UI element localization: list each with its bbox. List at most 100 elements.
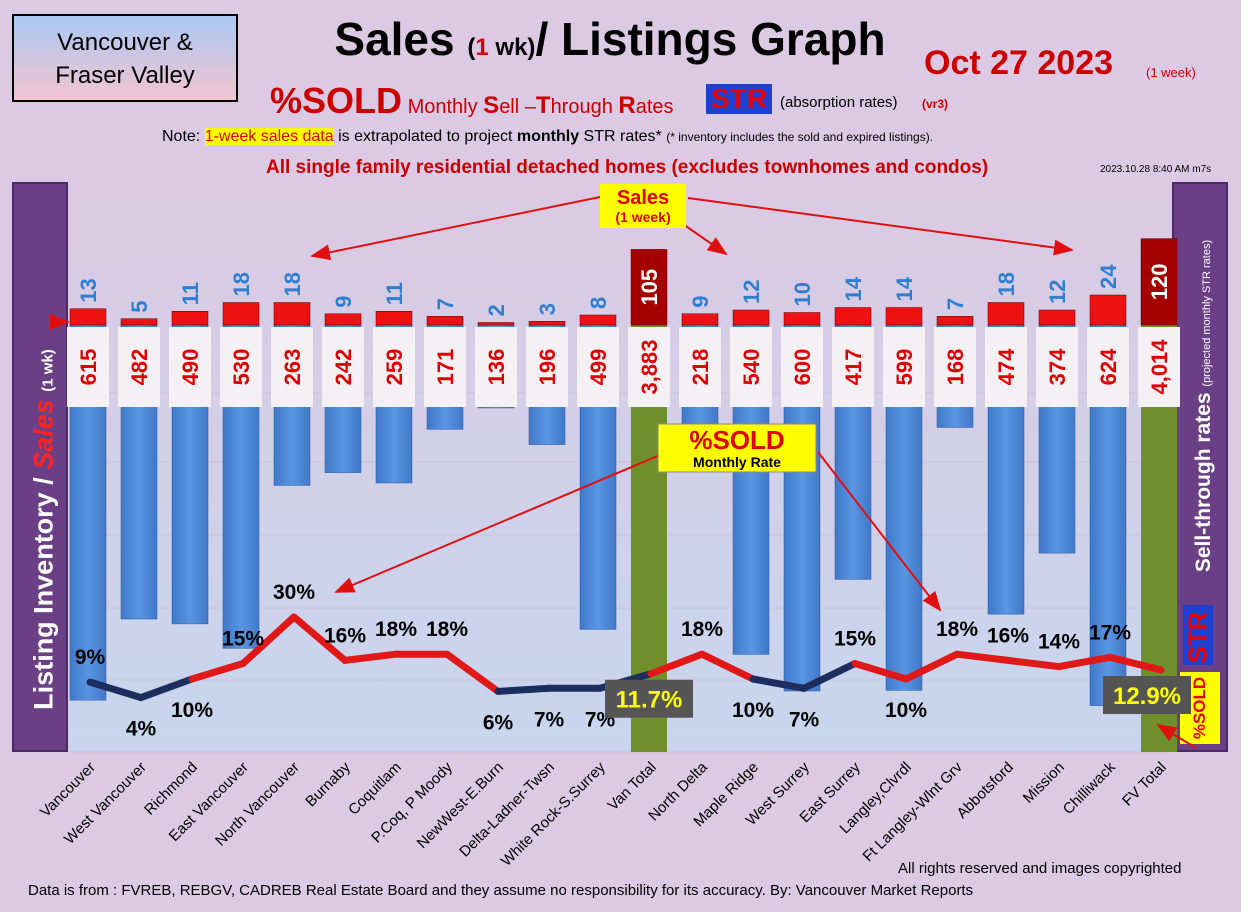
sales-bar bbox=[171, 311, 209, 326]
sales-value-label: 12 bbox=[739, 280, 764, 304]
title-sales: Sales bbox=[334, 13, 468, 65]
inventory-label-box bbox=[373, 327, 415, 407]
rate-line-segment bbox=[494, 684, 553, 695]
sales-bar bbox=[987, 302, 1025, 326]
rate-value-label: 14% bbox=[1038, 631, 1080, 654]
sales-value-label: 24 bbox=[1096, 264, 1121, 289]
category-label: Burnaby bbox=[302, 758, 354, 810]
rate-value-label: 16% bbox=[987, 624, 1029, 647]
timestamp: 2023.10.28 8:40 AM m7s bbox=[1100, 164, 1212, 175]
rate-value-label: 18% bbox=[426, 618, 468, 641]
sold-callout-sub: Monthly Rate bbox=[693, 454, 781, 470]
sales-value-label: 13 bbox=[76, 278, 101, 302]
inventory-label-box bbox=[934, 327, 976, 407]
sales-value-label: 8 bbox=[586, 297, 611, 309]
inventory-label-box bbox=[883, 327, 925, 407]
rate-total-box bbox=[1103, 676, 1191, 715]
rate-line-segment bbox=[1055, 653, 1114, 671]
sales-bar bbox=[783, 312, 821, 326]
category-label: Mission bbox=[1020, 759, 1068, 807]
rate-value-label: 10% bbox=[885, 699, 927, 722]
inventory-value-label: 600 bbox=[790, 349, 815, 386]
sales-callout-sub: (1 week) bbox=[615, 209, 670, 225]
version-label: (vr3) bbox=[922, 97, 949, 111]
rate-value-label: 10% bbox=[732, 699, 774, 722]
rate-value-label: 18% bbox=[681, 618, 723, 641]
note-highlight: 1-week sales data bbox=[204, 128, 334, 145]
sales-value-label: 105 bbox=[637, 269, 662, 306]
sold-arrow-total bbox=[1156, 723, 1197, 749]
sales-value-label: 9 bbox=[331, 296, 356, 308]
sales-bar bbox=[528, 321, 566, 326]
sold-arrow-right bbox=[817, 451, 942, 612]
sales-bar bbox=[222, 302, 260, 326]
sales-value-label: 14 bbox=[892, 276, 917, 301]
category-label: FV Total bbox=[1119, 759, 1170, 810]
sales-value-label: 18 bbox=[994, 272, 1019, 296]
inventory-label-box bbox=[271, 327, 313, 407]
inventory-label-box bbox=[730, 327, 772, 407]
category-label: NewWest-E.Burn bbox=[414, 759, 507, 852]
sales-value-label: 5 bbox=[127, 301, 152, 313]
sales-bar bbox=[324, 313, 362, 326]
sales-arrow-mid bbox=[679, 221, 728, 256]
inventory-value-label: 196 bbox=[535, 349, 560, 386]
copyright-note: All rights reserved and images copyright… bbox=[898, 860, 1182, 877]
rate-line-segment bbox=[443, 650, 502, 695]
note-b: is extrapolated to project bbox=[333, 128, 517, 145]
rate-value-label: 17% bbox=[1089, 621, 1131, 644]
title-paren-open: ( bbox=[467, 34, 476, 61]
inventory-label-box bbox=[169, 327, 211, 407]
left-axis-panel: Listing Inventory / Sales (1 wk) bbox=[12, 182, 68, 752]
sales-bar bbox=[273, 302, 311, 326]
inventory-value-label: 615 bbox=[76, 349, 101, 386]
sales-bar bbox=[426, 316, 464, 326]
sales-bars bbox=[69, 238, 1178, 326]
rate-value-label: 10% bbox=[171, 699, 213, 722]
inventory-label-box bbox=[1087, 327, 1129, 407]
rate-total-label: 12.9% bbox=[1113, 683, 1181, 710]
inventory-label-box bbox=[985, 327, 1027, 407]
rate-line-segment bbox=[290, 613, 349, 664]
sales-bar bbox=[1140, 238, 1178, 326]
rate-line bbox=[86, 613, 1165, 702]
report-date: Oct 27 2023 bbox=[924, 44, 1114, 82]
source-note: Data is from : FVREB, REBGV, CADREB Real… bbox=[28, 882, 974, 899]
sales-value-label: 3 bbox=[535, 303, 560, 315]
absorption-label: (absorption rates) bbox=[780, 94, 898, 111]
sales-value-label: 10 bbox=[790, 282, 815, 306]
sales-bar bbox=[936, 316, 974, 326]
subtitle-m2: ell – bbox=[499, 96, 536, 118]
inventory-label-box bbox=[679, 327, 721, 407]
note-small: (* inventory includes the sold and expir… bbox=[666, 130, 934, 144]
inventory-value-label: 374 bbox=[1045, 348, 1070, 385]
note-c: STR rates* bbox=[579, 128, 667, 145]
sales-bar bbox=[1038, 309, 1076, 326]
inventory-label-box bbox=[832, 327, 874, 407]
sales-arrow-left bbox=[310, 196, 601, 261]
sales-callout-box bbox=[600, 184, 686, 228]
rate-value-label: 4% bbox=[126, 718, 157, 741]
inventory-label-box bbox=[1036, 327, 1078, 407]
inventory-label-box bbox=[1138, 327, 1180, 407]
sold-arrow-left bbox=[334, 454, 661, 593]
title-wk: wk) bbox=[488, 34, 536, 61]
rate-value-label: 7% bbox=[789, 708, 820, 731]
rate-line-segment bbox=[1004, 656, 1063, 671]
inventory-value-label: 218 bbox=[688, 349, 713, 386]
subtitle-t: T bbox=[535, 92, 551, 119]
sales-value-label: 11 bbox=[382, 282, 407, 305]
rate-value-label: 18% bbox=[936, 618, 978, 641]
inventory-value-label: 242 bbox=[331, 349, 356, 386]
sales-bar bbox=[885, 307, 923, 326]
sales-bar bbox=[120, 318, 158, 326]
sales-value-label: 7 bbox=[943, 298, 968, 310]
sales-bar bbox=[579, 314, 617, 326]
title-one: 1 bbox=[475, 34, 489, 61]
sales-value-label: 14 bbox=[841, 276, 866, 301]
sales-value-label: 2 bbox=[484, 304, 509, 316]
str-vertical-badge: STR bbox=[1183, 605, 1213, 665]
sales-bar bbox=[732, 309, 770, 326]
sales-value-label: 9 bbox=[688, 296, 713, 308]
